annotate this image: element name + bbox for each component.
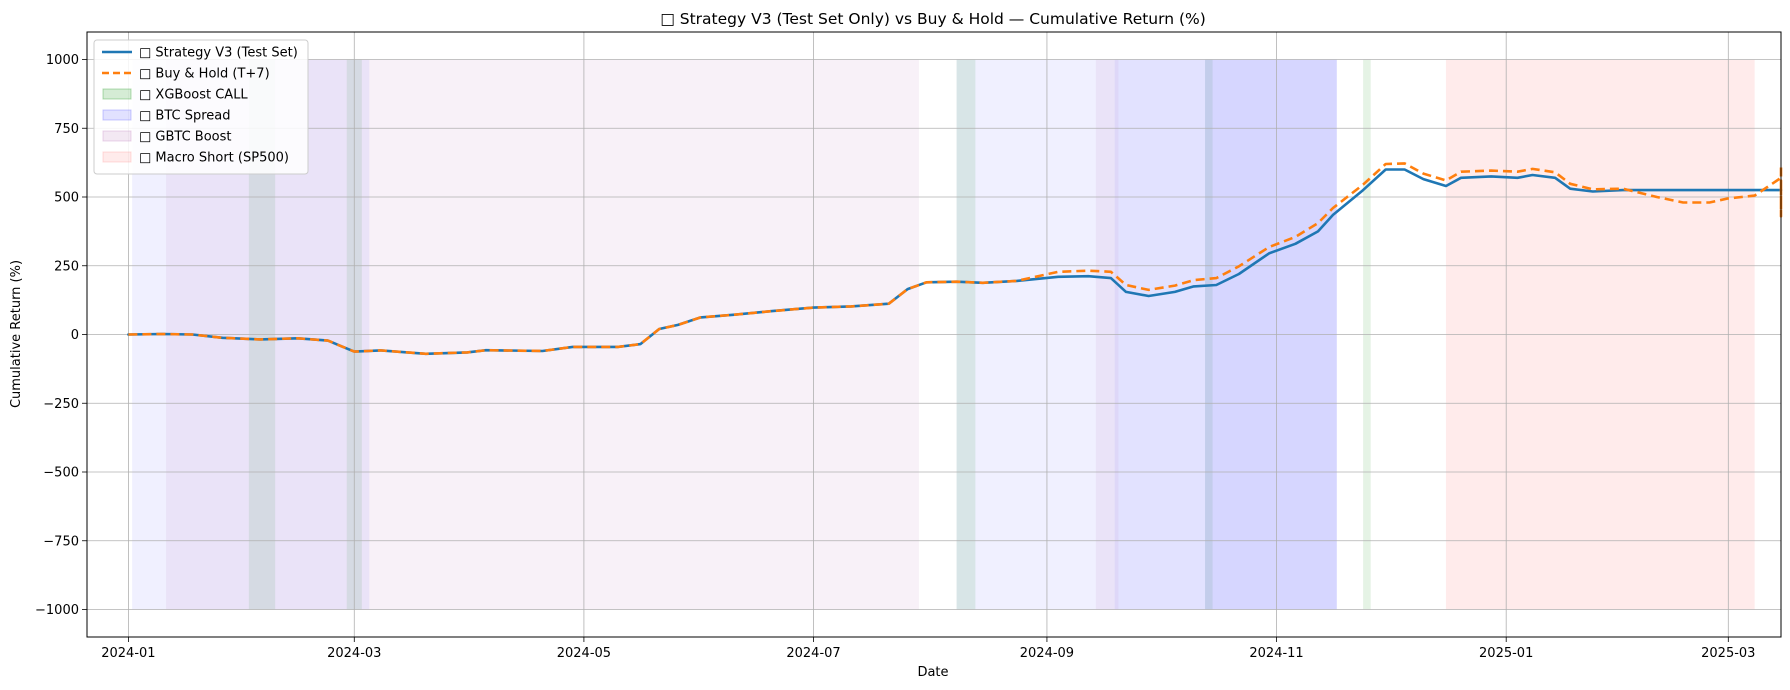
y-tick-label: 0 <box>71 328 79 343</box>
x-axis: 2024-01 2024-03 2024-05 2024-07 2024-09 2024-… <box>101 637 1755 661</box>
chart-title: □ Strategy V3 (Test Set Only) vs Buy & H… <box>660 10 1206 28</box>
x-tick-label: 2024-01 <box>101 646 155 661</box>
x-tick-label: 2024-05 <box>557 646 611 661</box>
y-tick-label: 500 <box>54 191 79 206</box>
legend-label: □ Macro Short (SP500) <box>139 151 289 166</box>
y-tick-label: −1000 <box>35 603 79 618</box>
legend-label: □ XGBoost CALL <box>139 88 248 103</box>
grid <box>87 32 1781 637</box>
y-tick-label: −250 <box>43 397 79 412</box>
y-tick-label: −500 <box>43 466 79 481</box>
x-tick-label: 2024-09 <box>1020 646 1074 661</box>
x-tick-label: 2024-03 <box>327 646 381 661</box>
legend-label: □ Strategy V3 (Test Set) <box>139 46 298 61</box>
legend-box <box>93 39 309 175</box>
x-axis-label: Date <box>917 665 948 680</box>
legend-swatch-patch <box>102 151 132 163</box>
y-tick-label: 250 <box>54 259 79 274</box>
legend-swatch-patch <box>102 130 132 142</box>
legend-swatch-patch <box>102 109 132 121</box>
legend-label: □ Buy & Hold (T+7) <box>139 67 270 82</box>
x-tick-label: 2024-11 <box>1249 646 1303 661</box>
y-axis-label: Cumulative Return (%) <box>9 260 24 408</box>
legend-label: □ GBTC Boost <box>139 130 232 145</box>
legend-label: □ BTC Spread <box>139 109 231 124</box>
legend: □ Strategy V3 (Test Set) □ Buy & Hold (T+… <box>93 39 309 175</box>
y-tick-label: −750 <box>43 534 79 549</box>
y-axis: −1000 −750 −500 −250 0 250 500 750 1000 <box>35 53 87 618</box>
x-tick-label: 2025-01 <box>1479 646 1533 661</box>
legend-swatch-patch <box>102 88 132 100</box>
y-tick-label: 750 <box>54 122 79 137</box>
x-tick-label: 2025-03 <box>1701 646 1755 661</box>
y-tick-label: 1000 <box>46 53 79 68</box>
x-tick-label: 2024-07 <box>786 646 840 661</box>
